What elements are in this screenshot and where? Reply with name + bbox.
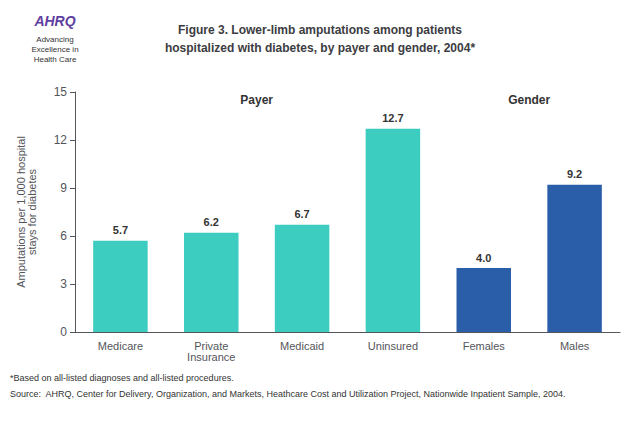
svg-text:Private: Private	[194, 339, 229, 352]
svg-text:Excellence in: Excellence in	[31, 45, 78, 54]
svg-text:Advancing: Advancing	[36, 35, 73, 44]
svg-text:9.2: 9.2	[567, 168, 582, 180]
svg-text:Medicaid: Medicaid	[280, 340, 324, 352]
svg-text:Females: Females	[463, 340, 506, 352]
svg-text:6.7: 6.7	[294, 208, 309, 220]
svg-text:AHRQ: AHRQ	[33, 13, 75, 29]
svg-text:Amputations per 1,000 hospital: Amputations per 1,000 hospital	[14, 136, 27, 288]
svg-text:5.7: 5.7	[113, 224, 128, 236]
svg-text:6: 6	[60, 229, 67, 243]
svg-text:Medicare: Medicare	[98, 340, 143, 352]
svg-text:stays for diabetes: stays for diabetes	[26, 168, 38, 255]
svg-text:hospitalized with diabetes, by: hospitalized with diabetes, by payer and…	[165, 41, 475, 55]
svg-text:Health Care: Health Care	[34, 55, 77, 64]
svg-text:Gender: Gender	[508, 93, 550, 107]
svg-text:Uninsured: Uninsured	[368, 340, 418, 352]
svg-text:3: 3	[60, 277, 67, 291]
svg-text:Males: Males	[560, 340, 590, 352]
svg-text:*Based on all-listed diagnoses: *Based on all-listed diagnoses and all-l…	[10, 373, 234, 383]
svg-text:Figure 3. Lower-limb amputatio: Figure 3. Lower-limb amputations among p…	[178, 23, 462, 37]
svg-text:12: 12	[54, 133, 68, 147]
svg-text:4.0: 4.0	[476, 252, 491, 264]
svg-text:6.2: 6.2	[204, 216, 219, 228]
svg-text:0: 0	[60, 325, 67, 339]
svg-text:Source: AHRQ, Center for Deli: Source: AHRQ, Center for Delivery, Organ…	[10, 389, 566, 399]
svg-text:Insurance: Insurance	[187, 351, 235, 363]
svg-text:12.7: 12.7	[382, 112, 403, 124]
svg-text:15: 15	[54, 85, 68, 99]
svg-text:Payer: Payer	[240, 93, 273, 107]
svg-text:9: 9	[60, 181, 67, 195]
